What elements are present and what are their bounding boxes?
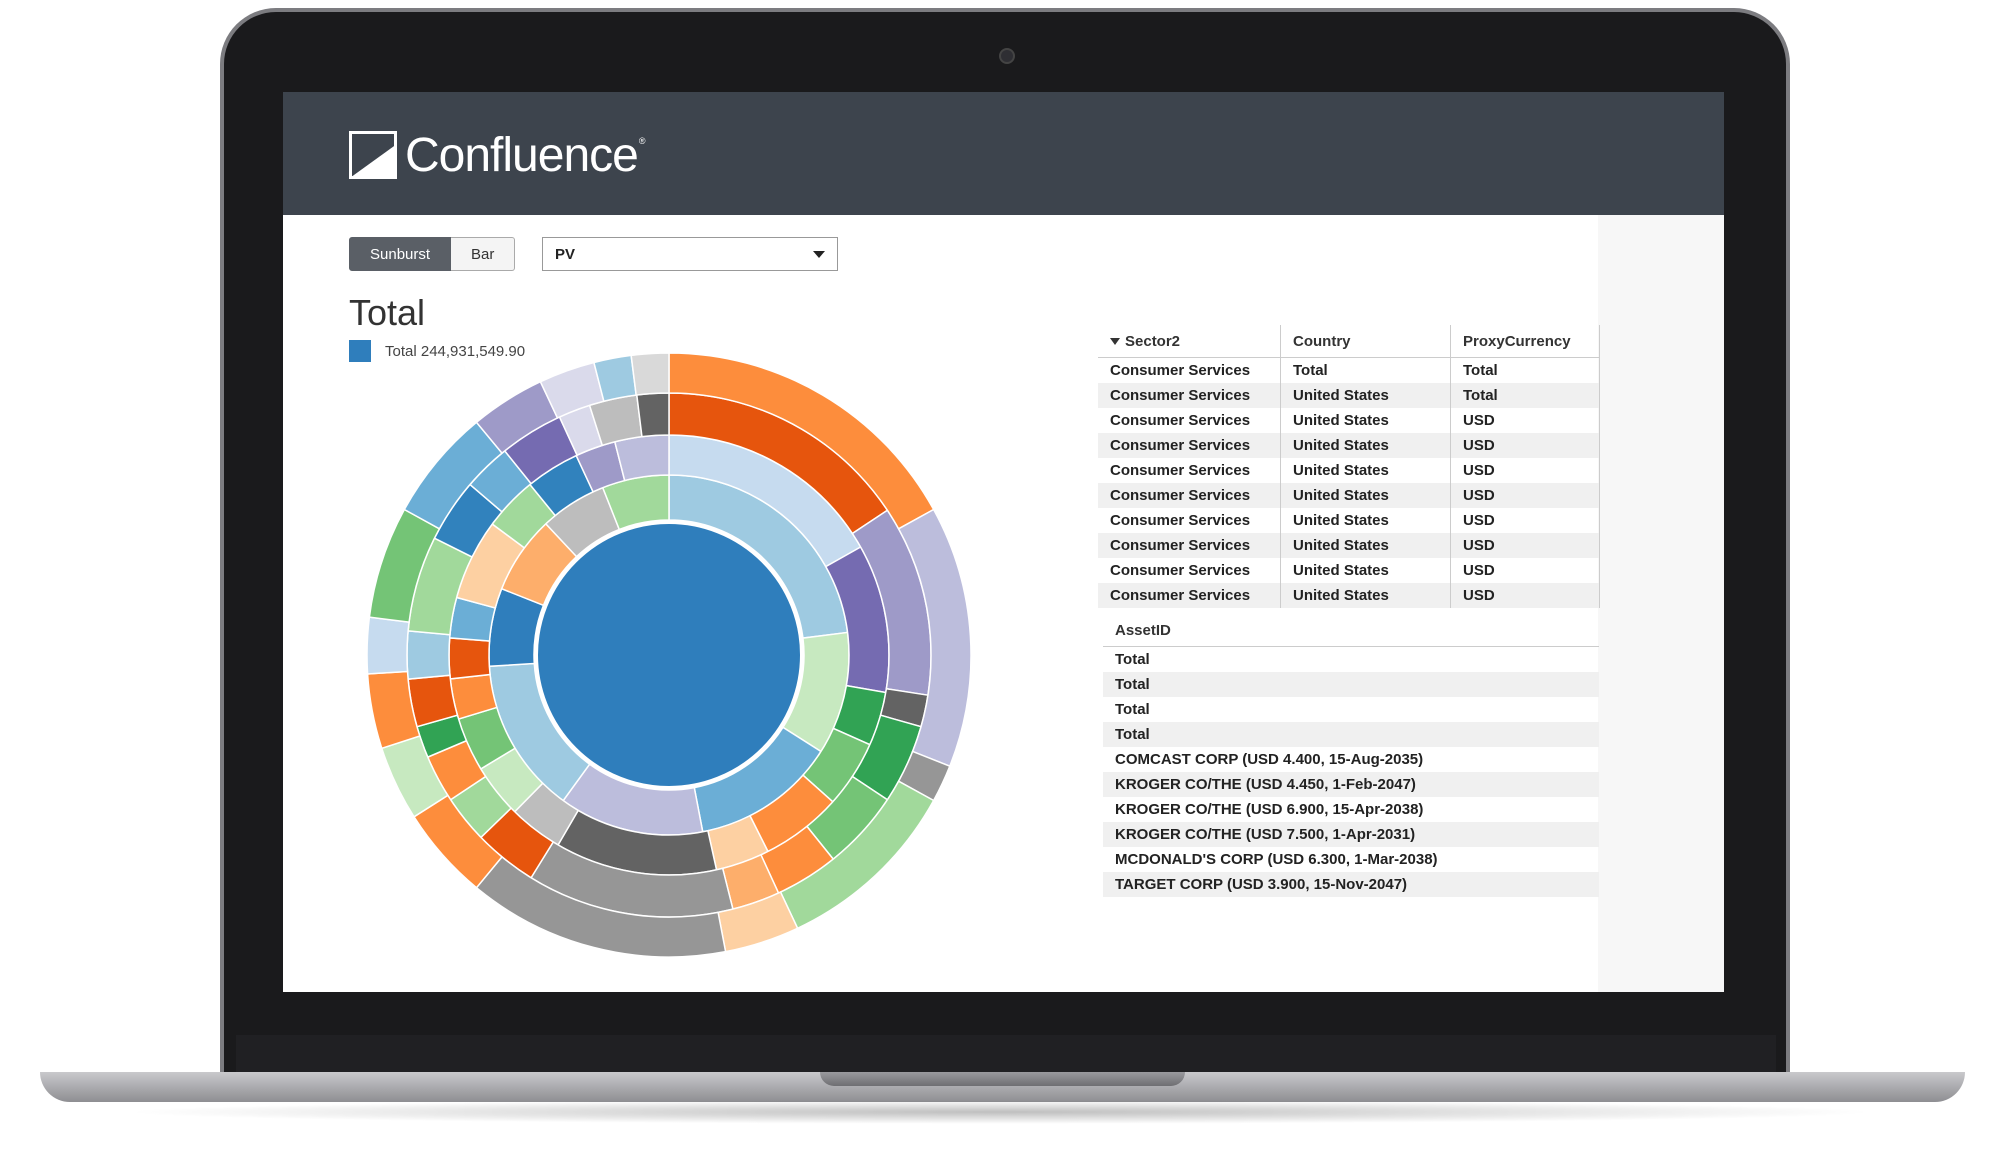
legend-swatch (349, 340, 371, 362)
table-cell: Total (1450, 383, 1600, 408)
table-cell: United States (1280, 583, 1451, 608)
table-cell: Total (1280, 357, 1451, 383)
sunburst-segment[interactable] (366, 616, 410, 675)
asset-cell: COMCAST CORP (USD 4.400, 15-Aug-2035) (1115, 751, 1424, 768)
asset-table: AssetID Total Total Total Total COMCAST CORP… (1103, 614, 1599, 897)
laptop-bezel (236, 1035, 1776, 1075)
table-cell: Consumer Services (1098, 533, 1281, 558)
table-cell: USD (1450, 408, 1600, 433)
legend-label: Total 244,931,549.90 (385, 342, 526, 360)
view-toggle: Sunburst Bar (349, 237, 516, 271)
table-cell: United States (1280, 458, 1451, 483)
table-row[interactable]: Consumer Services United States USD (1098, 508, 1600, 533)
table-cell: Consumer Services (1098, 383, 1281, 408)
column-header-country[interactable]: Country (1280, 325, 1451, 358)
app-logo[interactable]: Confluence ® (349, 128, 646, 182)
table-row[interactable]: Consumer Services United States Total (1098, 383, 1600, 408)
table-row[interactable]: Consumer Services United States USD (1098, 558, 1600, 583)
logo-mark-icon (349, 131, 397, 179)
sunburst-segment[interactable] (406, 630, 451, 680)
asset-cell: MCDONALD'S CORP (USD 6.300, 1-Mar-2038) (1115, 851, 1438, 868)
table-row[interactable]: Consumer Services United States USD (1098, 458, 1600, 483)
sunburst-segment[interactable] (630, 352, 670, 396)
asset-cell: KROGER CO/THE (USD 6.900, 15-Apr-2038) (1115, 801, 1424, 818)
table-cell: USD (1450, 508, 1600, 533)
table-row[interactable]: Total (1103, 722, 1599, 747)
table-cell: United States (1280, 483, 1451, 508)
table-row[interactable]: Total (1103, 647, 1599, 673)
asset-cell: KROGER CO/THE (USD 7.500, 1-Apr-2031) (1103, 822, 1599, 847)
table-cell: Consumer Services (1098, 408, 1281, 433)
sunburst-segment[interactable] (448, 637, 491, 680)
asset-cell: Total (1103, 722, 1599, 747)
table-row[interactable]: Consumer Services United States USD (1098, 533, 1600, 558)
filter-icon[interactable] (1110, 338, 1120, 346)
app-header: Confluence ® (283, 92, 1724, 215)
table-cell: Consumer Services (1098, 558, 1281, 583)
table-row[interactable]: COMCAST CORP (USD 4.400, 15-Aug-2035) (1103, 747, 1599, 772)
table-cell: Consumer Services (1098, 583, 1281, 608)
column-header-proxycurrency[interactable]: ProxyCurrency (1450, 325, 1600, 358)
sunburst-segment[interactable] (613, 434, 670, 482)
column-header-sector2[interactable]: Sector2 (1098, 325, 1281, 358)
table-cell: United States (1280, 533, 1451, 558)
table-row[interactable]: KROGER CO/THE (USD 7.500, 1-Apr-2031) (1103, 822, 1599, 847)
table-row[interactable]: MCDONALD'S CORP (USD 6.300, 1-Mar-2038) (1103, 847, 1599, 872)
table-cell: USD (1450, 533, 1600, 558)
table-cell: USD (1450, 583, 1600, 608)
table-cell: USD (1450, 458, 1600, 483)
table-row[interactable]: Consumer Services United States USD (1098, 408, 1600, 433)
asset-cell: TARGET CORP (USD 3.900, 15-Nov-2047) (1103, 872, 1599, 897)
table-cell: USD (1450, 433, 1600, 458)
table-cell: USD (1450, 483, 1600, 508)
table-cell: Consumer Services (1098, 508, 1281, 533)
laptop-notch (820, 1072, 1185, 1086)
table-row[interactable]: Consumer Services United States USD (1098, 433, 1600, 458)
hierarchy-table: Sector2 Country ProxyCurrency Consumer S… (1098, 325, 1600, 608)
asset-cell: Total (1115, 651, 1150, 668)
table-cell: Consumer Services (1098, 433, 1281, 458)
table-cell: Total (1450, 357, 1600, 383)
table-cell: United States (1280, 408, 1451, 433)
table-row[interactable]: Total (1103, 672, 1599, 697)
chart-title: Total (349, 292, 426, 333)
asset-cell: Total (1115, 701, 1150, 718)
table-cell: United States (1280, 383, 1451, 408)
right-gutter (1598, 215, 1724, 992)
asset-cell: KROGER CO/THE (USD 4.450, 1-Feb-2047) (1103, 772, 1599, 797)
column-header-assetid[interactable]: AssetID (1103, 614, 1599, 647)
sunburst-toggle-button[interactable]: Sunburst (349, 237, 452, 271)
chart-legend: Total 244,931,549.90 (349, 340, 525, 362)
table-cell: United States (1280, 558, 1451, 583)
table-cell: United States (1280, 433, 1451, 458)
table-cell: United States (1280, 508, 1451, 533)
table-row[interactable]: TARGET CORP (USD 3.900, 15-Nov-2047) (1103, 872, 1599, 897)
asset-cell: Total (1103, 672, 1599, 697)
brand-name: Confluence (405, 128, 639, 182)
table-row[interactable]: KROGER CO/THE (USD 4.450, 1-Feb-2047) (1103, 772, 1599, 797)
table-cell: Consumer Services (1098, 483, 1281, 508)
table-row[interactable]: KROGER CO/THE (USD 6.900, 15-Apr-2038) (1103, 797, 1599, 822)
table-cell: USD (1450, 558, 1600, 583)
sunburst-center[interactable] (536, 522, 802, 788)
app-screen: Confluence ® Sunburst Bar PV Total Total… (283, 92, 1724, 992)
camera-icon (999, 48, 1015, 64)
bar-toggle-button[interactable]: Bar (451, 237, 516, 271)
table-row[interactable]: Consumer Services United States USD (1098, 583, 1600, 608)
measure-select-value: PV (555, 245, 576, 263)
measure-select[interactable]: PV (542, 237, 838, 271)
table-row[interactable]: Consumer Services Total Total (1098, 357, 1600, 383)
chevron-down-icon (813, 250, 825, 258)
sunburst-chart[interactable] (363, 349, 975, 961)
laptop-shadow (120, 1100, 1880, 1124)
brand-trademark: ® (638, 136, 646, 146)
table-row[interactable]: Consumer Services United States USD (1098, 483, 1600, 508)
table-row[interactable]: Total (1103, 697, 1599, 722)
table-cell: Consumer Services (1098, 458, 1281, 483)
table-cell: Consumer Services (1098, 357, 1281, 383)
sunburst-segment[interactable] (635, 392, 670, 438)
